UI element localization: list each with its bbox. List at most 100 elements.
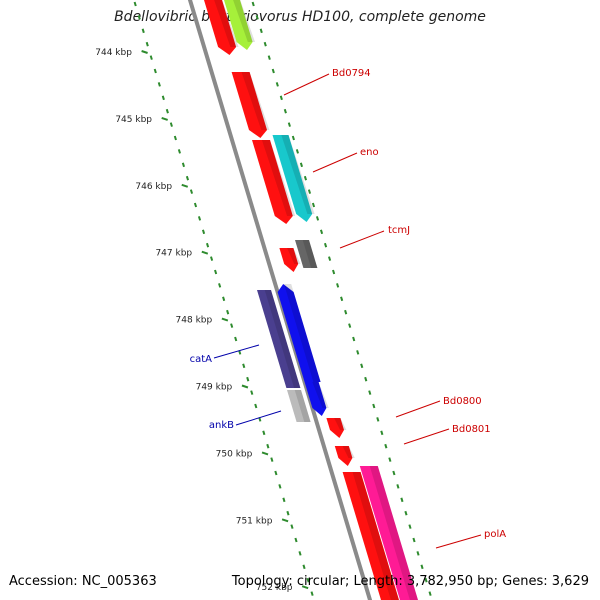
outer-tick-dot: [315, 216, 320, 221]
gene-block-8: [277, 284, 321, 382]
inner-tick-dot: [250, 390, 254, 395]
tick-labels-layer: 744 kbp 745 kbp 746 kbp 747 kbp 748 kbp 749 k…: [95, 48, 293, 593]
topology-stats-text: Topology: circular; Length: 3,782,950 bp…: [231, 574, 589, 589]
outer-tick-dot: [319, 229, 324, 235]
gene-label-ankb: ankB: [209, 420, 234, 431]
inner-tick-dot: [189, 189, 194, 194]
outer-tick-dot: [303, 175, 308, 181]
outer-tick-dot: [368, 390, 372, 395]
outer-tick-dot: [328, 256, 332, 261]
inner-tick-dot: [242, 363, 246, 369]
major-tick-mark: [161, 116, 168, 121]
gene-leader-line: [395, 400, 441, 418]
major-tick-mark: [301, 585, 309, 590]
inner-tick-dot: [137, 15, 141, 20]
major-tick-mark: [241, 384, 249, 389]
gene-block-shade-8: [284, 284, 321, 382]
gene-block-shade-2: [241, 72, 270, 130]
gene-block-3: [252, 140, 293, 224]
inner-tick-dot: [201, 229, 206, 235]
gene-block-shade-1: [233, 0, 255, 42]
inner-tick-dot: [294, 537, 298, 543]
outer-tick-dot: [332, 269, 336, 275]
gene-leader-line: [283, 73, 330, 96]
outer-tick-dot: [384, 443, 388, 449]
inner-tick-dot: [214, 269, 218, 275]
outer-tick-dot: [291, 135, 295, 141]
major-tick-mark: [201, 250, 209, 255]
gene-block-11: [326, 418, 344, 438]
major-tick-mark: [281, 518, 289, 523]
outer-tick-dot: [356, 350, 360, 355]
outer-tick-dot: [380, 430, 384, 436]
gene-leader-line: [403, 428, 450, 445]
gene-block-10: [304, 382, 327, 416]
outer-tick-dot: [340, 296, 344, 302]
inner-tick-dot: [141, 28, 145, 34]
outer-tick-dot: [364, 376, 368, 382]
inner-tick-dot: [181, 162, 185, 168]
gene-block-shade-11: [334, 418, 347, 430]
major-tick-mark: [221, 317, 229, 322]
outer-tick-dot: [275, 82, 279, 87]
inner-tick-dot: [177, 149, 181, 154]
outer-tick-dot: [307, 189, 312, 194]
gene-leader-line: [435, 534, 482, 549]
inner-tick-dot: [145, 41, 149, 47]
inner-tick-dot: [254, 403, 258, 409]
tick-label: 751 kbp: [236, 516, 273, 526]
tick-label: 752 kbp: [256, 583, 293, 593]
outer-tick-dot: [299, 162, 303, 168]
inner-tick-dot: [161, 95, 165, 101]
outer-tick-dot: [255, 15, 259, 20]
inner-tick-dot: [298, 551, 302, 556]
gene-block-1: [224, 0, 253, 50]
inner-tick-dot: [193, 202, 198, 208]
gene-block-14: [359, 466, 418, 600]
gene-block-7: [257, 290, 301, 388]
inner-tick-dot: [157, 82, 161, 87]
gene-block-shade-5: [287, 248, 301, 264]
outer-tick-dot: [396, 484, 400, 489]
inner-tick-dot: [133, 1, 137, 7]
gene-label-pola: polA: [484, 529, 506, 540]
major-tick-mark: [141, 50, 148, 54]
genes-layer: [204, 0, 418, 600]
inner-tick-dot: [270, 457, 274, 462]
inner-tick-dot: [222, 296, 226, 302]
gene-block-shade-4: [281, 135, 315, 214]
inner-tick-dot: [149, 55, 153, 60]
gene-block-shade-7: [264, 290, 301, 388]
gene-block-shade-3: [261, 140, 296, 216]
gene-block-shade-14: [369, 466, 418, 600]
outer-tick-dot: [267, 55, 271, 60]
tick-label: 750 kbp: [216, 449, 253, 459]
inner-tick-dot: [173, 135, 177, 141]
inner-tick-dot: [282, 497, 286, 503]
outer-tick-dot: [376, 417, 380, 422]
inner-tick-dot: [234, 336, 238, 342]
inner-tick-dot: [197, 216, 202, 221]
outer-tick-dot: [408, 524, 412, 529]
gene-block-12: [334, 446, 353, 466]
backbone-line: [187, 0, 373, 600]
inner-tick-dot: [169, 122, 173, 127]
outer-tick-dot: [372, 403, 376, 409]
major-tick-mark: [181, 183, 189, 188]
accession-text: Accession: NC_005363: [9, 574, 157, 589]
inner-tick-dot: [165, 108, 169, 114]
tick-label: 746 kbp: [135, 182, 172, 192]
tick-label: 748 kbp: [176, 316, 213, 326]
inner-tick-dot: [230, 323, 234, 328]
outer-tick-dot: [420, 564, 424, 570]
gene-leader-line: [312, 152, 358, 173]
outer-tick-dot: [360, 363, 364, 369]
gene-block-4: [272, 135, 313, 222]
gene-block-13: [342, 472, 400, 600]
outer-tick-dot: [311, 202, 316, 208]
gene-block-0: [204, 0, 237, 55]
tick-label: 747 kbp: [155, 249, 192, 259]
inner-tick-dot: [286, 510, 290, 516]
inner-tick-dot: [274, 470, 278, 476]
